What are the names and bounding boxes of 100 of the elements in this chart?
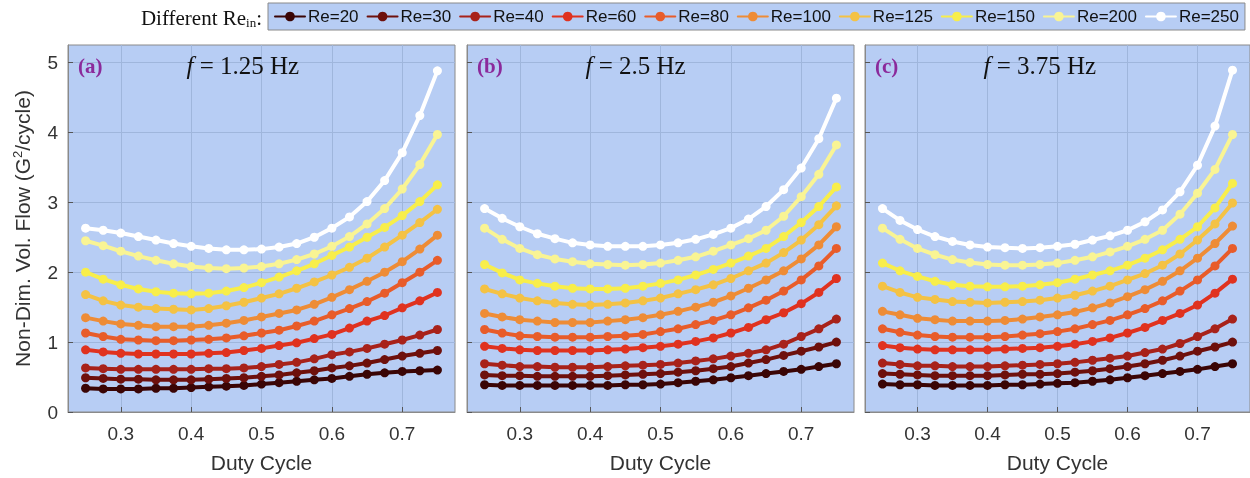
point — [585, 240, 595, 250]
point — [397, 366, 407, 376]
point — [380, 288, 390, 298]
point — [796, 235, 806, 245]
point — [309, 259, 319, 269]
point — [151, 255, 161, 265]
point — [274, 242, 284, 252]
point — [497, 328, 507, 338]
point — [620, 260, 630, 270]
point — [515, 345, 525, 355]
annotation: (b) — [477, 53, 503, 78]
point — [239, 373, 249, 383]
point — [327, 270, 337, 280]
legend-label: Re=125 — [872, 7, 933, 26]
point — [186, 289, 196, 299]
point — [603, 371, 613, 381]
point — [550, 380, 560, 390]
point — [1193, 300, 1202, 310]
point — [1193, 160, 1202, 170]
point — [397, 278, 407, 288]
point — [708, 297, 718, 307]
point — [796, 275, 806, 285]
point — [133, 349, 143, 359]
point — [895, 369, 905, 379]
point — [380, 267, 390, 277]
point — [515, 331, 525, 341]
point — [948, 380, 957, 390]
point — [257, 312, 266, 322]
point — [550, 234, 560, 244]
point — [309, 249, 319, 259]
annotation: f = 2.5 Hz — [585, 52, 686, 79]
point — [116, 280, 126, 290]
point — [344, 371, 354, 381]
point — [1053, 341, 1062, 351]
point — [691, 320, 701, 330]
point — [1123, 310, 1132, 320]
point — [1000, 370, 1010, 380]
point — [432, 180, 442, 190]
point — [169, 336, 179, 346]
point — [779, 366, 789, 376]
point — [620, 370, 630, 380]
point — [432, 365, 442, 375]
point — [983, 298, 992, 308]
point — [344, 232, 354, 242]
point — [362, 297, 372, 307]
point — [761, 295, 771, 305]
point — [638, 260, 648, 269]
point — [1158, 355, 1167, 365]
point — [169, 239, 179, 249]
point — [1000, 315, 1010, 325]
point — [1140, 285, 1150, 295]
point — [691, 356, 701, 366]
point — [116, 374, 126, 384]
point — [532, 362, 542, 372]
point — [796, 192, 806, 202]
point — [656, 258, 665, 268]
point — [221, 333, 231, 343]
point — [638, 296, 648, 306]
point — [638, 369, 648, 379]
point — [761, 369, 771, 379]
point — [673, 367, 683, 377]
point — [913, 361, 922, 371]
point — [814, 342, 824, 352]
point — [1088, 303, 1097, 313]
point — [1088, 320, 1097, 330]
point — [1070, 367, 1080, 377]
point — [656, 293, 665, 303]
point — [1140, 234, 1150, 244]
point — [415, 111, 425, 121]
point — [292, 283, 302, 293]
point — [983, 260, 992, 269]
point — [81, 290, 91, 300]
point — [948, 332, 957, 342]
point — [380, 176, 390, 186]
point — [1140, 371, 1150, 381]
point — [708, 315, 718, 325]
point — [743, 358, 753, 368]
point — [895, 327, 905, 337]
point — [1228, 178, 1237, 188]
point — [204, 364, 214, 374]
point — [1018, 330, 1027, 340]
point — [186, 322, 196, 332]
point — [497, 289, 507, 299]
point — [362, 197, 372, 207]
point — [480, 325, 490, 335]
point — [878, 223, 887, 233]
point — [186, 383, 196, 393]
point — [638, 241, 648, 251]
point — [831, 222, 841, 232]
point — [1053, 310, 1062, 320]
point — [1105, 315, 1115, 325]
point — [691, 252, 701, 262]
point — [397, 211, 407, 221]
point — [948, 280, 957, 290]
point — [895, 359, 905, 369]
point — [1193, 222, 1202, 232]
point — [965, 332, 975, 342]
point — [497, 213, 507, 223]
point — [362, 358, 372, 368]
point — [380, 242, 390, 252]
